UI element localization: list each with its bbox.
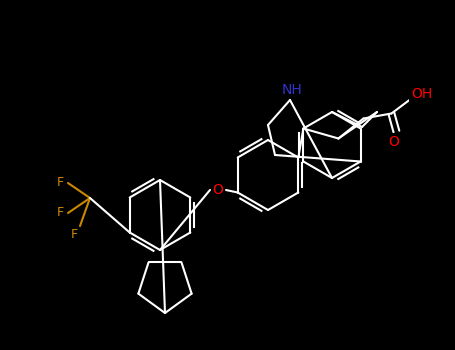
Text: O: O bbox=[388, 134, 399, 148]
Text: F: F bbox=[71, 228, 77, 240]
Text: F: F bbox=[56, 176, 64, 189]
Text: NH: NH bbox=[282, 83, 303, 97]
Text: F: F bbox=[56, 206, 64, 219]
Text: OH: OH bbox=[411, 86, 432, 100]
Text: O: O bbox=[212, 183, 223, 197]
